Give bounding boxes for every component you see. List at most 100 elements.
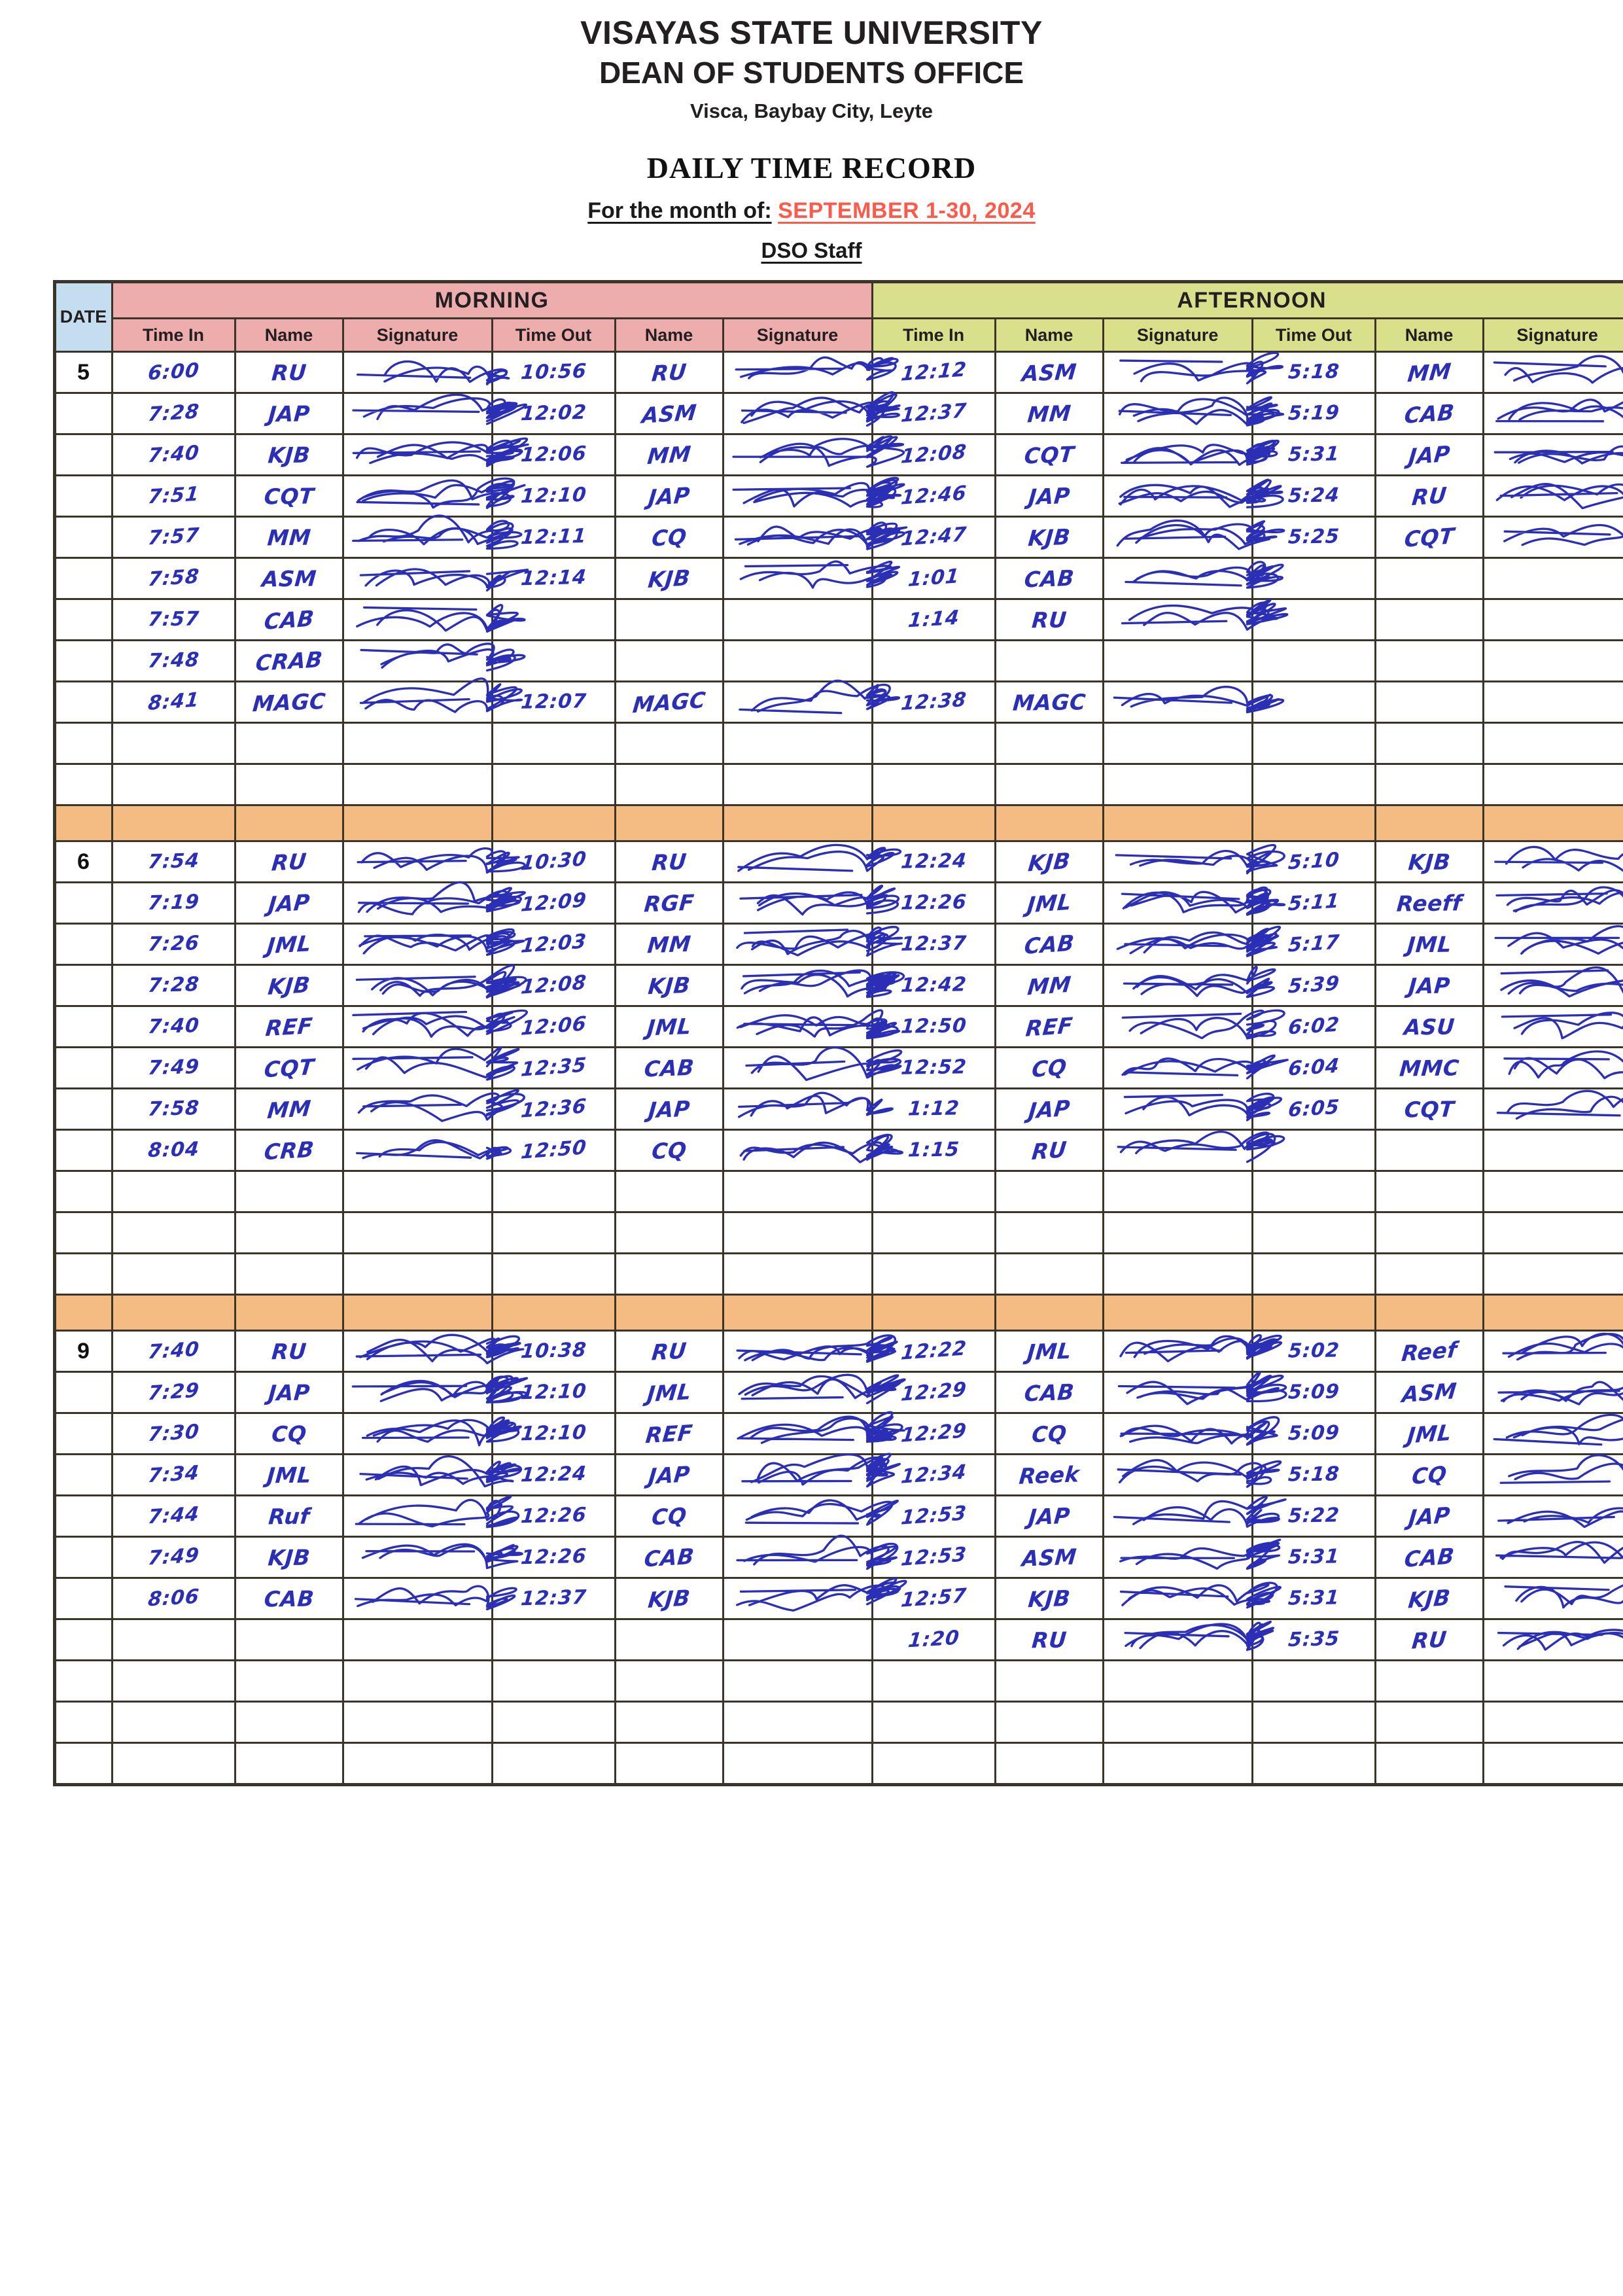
morning-name-out-cell[interactable]: CAB [614, 1046, 724, 1090]
afternoon-name-out-cell[interactable] [1374, 598, 1484, 642]
afternoon-name-out-cell[interactable]: CAB [1374, 1536, 1484, 1580]
afternoon-signature-out-cell[interactable] [1482, 1330, 1623, 1373]
afternoon-time-in-cell[interactable] [871, 1701, 996, 1744]
afternoon-signature-out-cell[interactable] [1482, 433, 1623, 477]
afternoon-name-out-cell[interactable]: ASU [1374, 1005, 1484, 1049]
afternoon-name-out-cell[interactable] [1374, 680, 1484, 724]
afternoon-signature-out-cell[interactable] [1482, 516, 1623, 559]
afternoon-signature-in-cell[interactable] [1102, 1453, 1282, 1497]
afternoon-signature-in-cell[interactable] [1102, 1170, 1253, 1214]
afternoon-name-in-cell[interactable]: RU [994, 1129, 1104, 1173]
morning-time-out-cell[interactable]: 12:07 [491, 680, 616, 724]
afternoon-name-in-cell[interactable] [994, 1701, 1104, 1744]
morning-signature-in-cell[interactable] [341, 1087, 525, 1131]
morning-signature-out-cell[interactable] [722, 474, 905, 518]
morning-time-in-cell[interactable]: 8:06 [111, 1577, 236, 1621]
afternoon-name-out-cell[interactable]: JML [1374, 1412, 1484, 1456]
morning-signature-in-cell[interactable] [341, 474, 525, 518]
afternoon-name-in-cell[interactable] [994, 1659, 1104, 1703]
morning-time-out-cell[interactable]: 12:10 [491, 1412, 616, 1456]
afternoon-signature-in-cell[interactable] [1102, 639, 1253, 683]
afternoon-time-in-cell[interactable] [871, 1742, 996, 1786]
morning-name-in-cell[interactable]: JAP [234, 1371, 344, 1415]
afternoon-name-in-cell[interactable] [994, 1211, 1104, 1255]
afternoon-time-out-cell[interactable]: 5:25 [1251, 516, 1376, 559]
morning-signature-out-cell[interactable] [722, 763, 873, 807]
afternoon-signature-in-cell[interactable] [1102, 1371, 1287, 1415]
morning-name-in-cell[interactable] [234, 1618, 344, 1662]
morning-name-out-cell[interactable] [614, 598, 724, 642]
afternoon-name-in-cell[interactable] [994, 763, 1104, 807]
morning-name-out-cell[interactable] [614, 1701, 724, 1744]
afternoon-signature-out-cell[interactable] [1482, 840, 1623, 884]
afternoon-name-out-cell[interactable]: MMC [1374, 1046, 1484, 1090]
morning-signature-out-cell[interactable] [722, 1411, 905, 1456]
afternoon-signature-in-cell[interactable] [1102, 557, 1284, 601]
morning-name-out-cell[interactable]: CAB [614, 1536, 724, 1580]
morning-signature-out-cell[interactable] [722, 1494, 899, 1538]
afternoon-time-in-cell[interactable]: 12:37 [871, 923, 996, 966]
afternoon-signature-out-cell[interactable] [1482, 639, 1623, 683]
morning-signature-in-cell[interactable] [341, 923, 525, 966]
morning-name-in-cell[interactable]: RU [234, 840, 344, 884]
afternoon-time-out-cell[interactable]: 5:31 [1251, 433, 1376, 477]
morning-name-out-cell[interactable]: MM [614, 433, 724, 477]
afternoon-name-in-cell[interactable]: JML [994, 1330, 1104, 1373]
afternoon-name-out-cell[interactable]: CQ [1374, 1453, 1484, 1497]
morning-name-in-cell[interactable] [234, 1701, 344, 1744]
afternoon-time-out-cell[interactable] [1251, 1659, 1376, 1703]
afternoon-name-out-cell[interactable] [1374, 1659, 1484, 1703]
morning-time-out-cell[interactable] [491, 1618, 616, 1662]
morning-name-out-cell[interactable]: JAP [614, 1087, 724, 1131]
morning-name-in-cell[interactable]: KJB [234, 1536, 344, 1580]
morning-name-in-cell[interactable]: JML [234, 923, 344, 966]
morning-name-out-cell[interactable]: RGF [614, 881, 724, 925]
morning-time-out-cell[interactable]: 12:09 [491, 881, 616, 925]
afternoon-name-out-cell[interactable] [1374, 763, 1484, 807]
morning-name-in-cell[interactable]: ASM [234, 557, 344, 601]
morning-name-in-cell[interactable]: MAGC [234, 680, 344, 724]
morning-signature-out-cell[interactable] [722, 679, 900, 724]
morning-signature-out-cell[interactable] [722, 1211, 873, 1255]
afternoon-time-out-cell[interactable] [1251, 1129, 1376, 1173]
morning-signature-out-cell[interactable] [722, 1005, 900, 1049]
afternoon-time-out-cell[interactable] [1251, 1252, 1376, 1296]
afternoon-time-out-cell[interactable]: 5:19 [1251, 392, 1376, 436]
morning-time-out-cell[interactable]: 10:30 [491, 840, 616, 884]
morning-name-in-cell[interactable] [234, 1252, 344, 1296]
morning-name-in-cell[interactable]: KJB [234, 964, 344, 1008]
morning-name-out-cell[interactable]: JAP [614, 1453, 724, 1497]
afternoon-signature-in-cell[interactable] [1102, 1129, 1285, 1173]
afternoon-time-in-cell[interactable]: 12:50 [871, 1005, 996, 1049]
afternoon-time-out-cell[interactable]: 5:18 [1251, 351, 1376, 395]
morning-name-out-cell[interactable] [614, 1170, 724, 1214]
afternoon-time-in-cell[interactable]: 12:57 [871, 1577, 996, 1621]
afternoon-name-out-cell[interactable]: Reef [1374, 1330, 1484, 1373]
morning-name-out-cell[interactable]: RU [614, 1330, 724, 1373]
afternoon-name-in-cell[interactable]: ASM [994, 1536, 1104, 1580]
afternoon-signature-out-cell[interactable] [1482, 1453, 1623, 1497]
morning-name-in-cell[interactable] [234, 1742, 344, 1786]
morning-signature-in-cell[interactable] [341, 1170, 493, 1214]
afternoon-time-in-cell[interactable]: 12:37 [871, 392, 996, 436]
afternoon-time-out-cell[interactable]: 5:09 [1251, 1412, 1376, 1456]
afternoon-signature-out-cell[interactable] [1482, 1494, 1623, 1538]
afternoon-time-in-cell[interactable]: 12:46 [871, 474, 996, 518]
afternoon-name-out-cell[interactable]: MM [1374, 351, 1484, 395]
morning-signature-in-cell[interactable] [341, 1412, 522, 1456]
afternoon-signature-out-cell[interactable] [1482, 598, 1623, 642]
morning-name-out-cell[interactable]: CQ [614, 1129, 724, 1173]
afternoon-name-out-cell[interactable]: CQT [1374, 516, 1484, 559]
morning-time-in-cell[interactable]: 8:04 [111, 1129, 236, 1173]
morning-time-in-cell[interactable] [111, 1211, 236, 1255]
morning-signature-out-cell[interactable] [722, 351, 899, 395]
morning-time-in-cell[interactable] [111, 763, 236, 807]
morning-time-in-cell[interactable]: 7:57 [111, 598, 236, 642]
afternoon-signature-in-cell[interactable] [1102, 433, 1280, 477]
afternoon-name-out-cell[interactable]: JAP [1374, 433, 1484, 477]
afternoon-name-in-cell[interactable]: CQT [994, 433, 1104, 477]
afternoon-time-out-cell[interactable] [1251, 680, 1376, 724]
morning-signature-out-cell[interactable] [722, 1371, 906, 1415]
morning-name-in-cell[interactable] [234, 1659, 344, 1703]
afternoon-signature-out-cell[interactable] [1482, 763, 1623, 807]
